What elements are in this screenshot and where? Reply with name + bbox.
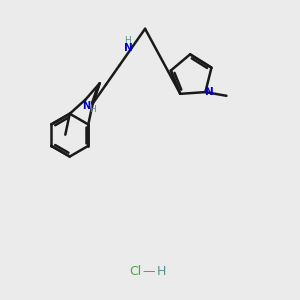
Text: Cl: Cl: [129, 266, 141, 278]
Text: N: N: [124, 43, 132, 53]
Text: H: H: [89, 105, 96, 114]
Text: N: N: [206, 87, 214, 97]
Text: N: N: [82, 101, 91, 111]
Text: H: H: [157, 266, 167, 278]
Text: H: H: [124, 36, 131, 45]
Text: —: —: [142, 265, 155, 278]
